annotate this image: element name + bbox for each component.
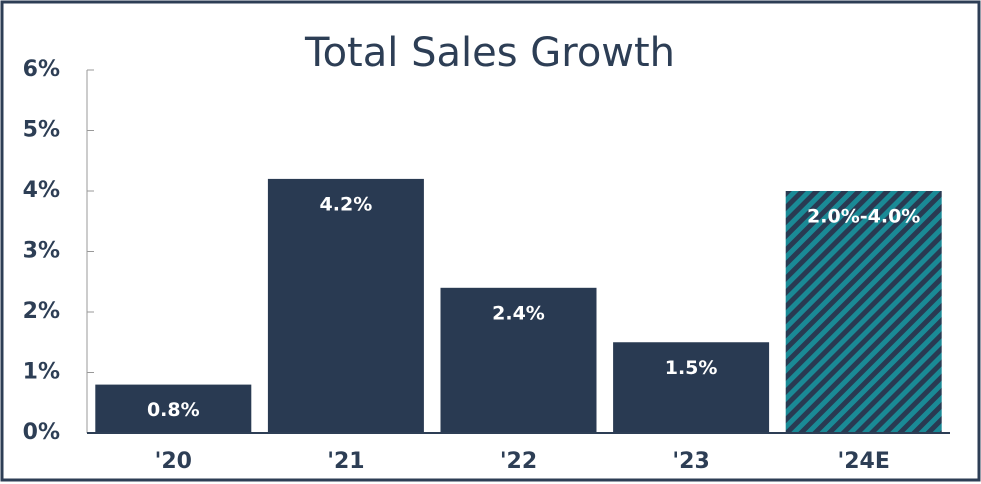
chart-title: Total Sales Growth	[304, 30, 675, 76]
bar	[95, 384, 252, 433]
y-tick-label: 5%	[23, 118, 60, 143]
x-tick-label: '23	[672, 449, 709, 474]
data-label: 1.5%	[665, 357, 718, 379]
bar	[785, 191, 942, 433]
y-tick-label: 3%	[23, 239, 60, 264]
x-tick-label: '20	[155, 449, 192, 474]
data-label: 0.8%	[147, 399, 200, 421]
bar	[267, 178, 424, 433]
x-tick-label: '24E	[838, 449, 890, 474]
y-tick-label: 0%	[23, 420, 60, 445]
x-tick-label: '21	[327, 449, 364, 474]
bar	[440, 287, 597, 433]
data-label: 2.0%-4.0%	[807, 206, 920, 228]
y-tick-label: 4%	[23, 178, 60, 203]
data-label: 4.2%	[320, 193, 373, 215]
y-tick-label: 2%	[23, 299, 60, 324]
y-tick-label: 6%	[23, 57, 60, 82]
bar	[613, 342, 770, 433]
data-label: 2.4%	[492, 302, 545, 324]
x-tick-label: '22	[500, 449, 537, 474]
y-tick-label: 1%	[23, 360, 60, 385]
